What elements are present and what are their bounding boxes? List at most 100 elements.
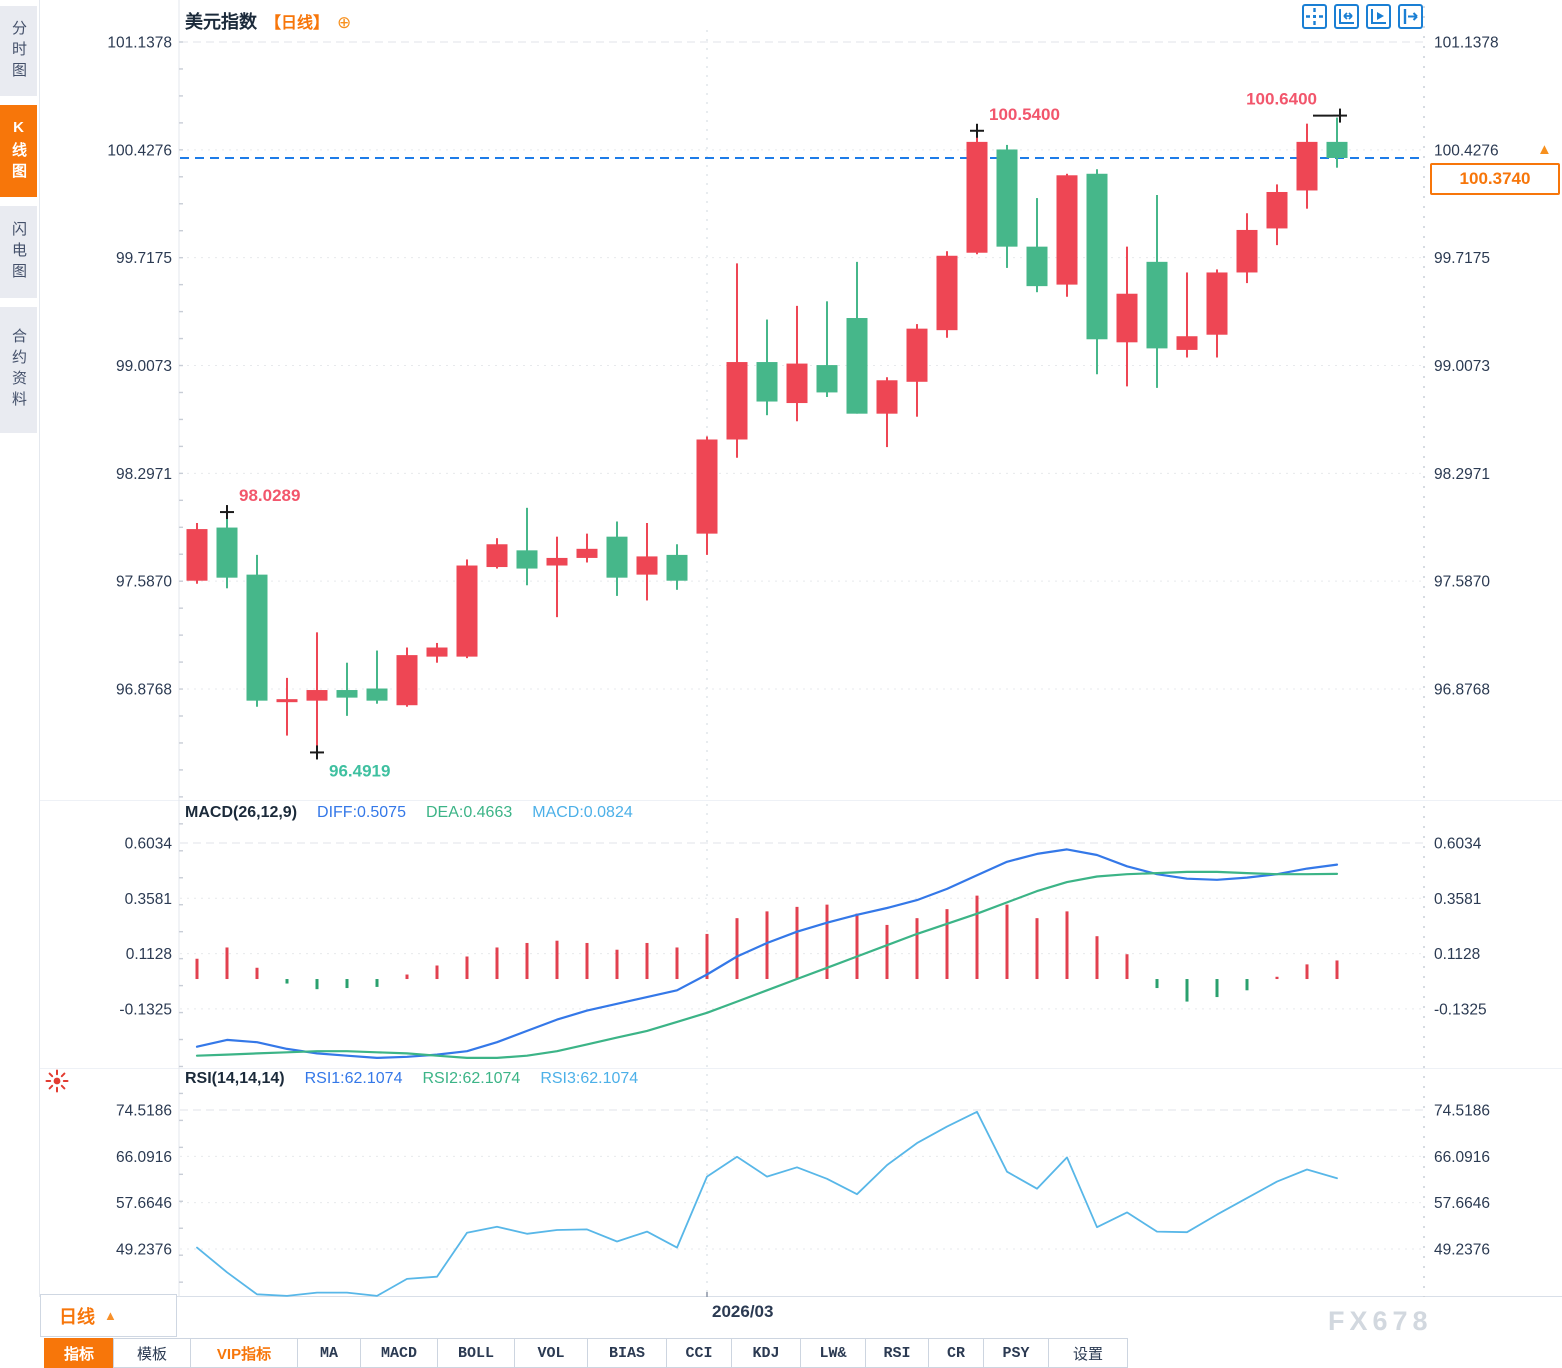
macd-dea-line [195, 870, 1339, 1060]
live-indicator-icon [44, 1068, 70, 1094]
sidebar-tab-2[interactable]: K线图 [0, 105, 37, 197]
extreme-price-label: 98.0289 [239, 486, 300, 505]
candle-body [456, 565, 478, 657]
main-pane-axis-label-left: 98.2971 [116, 466, 172, 483]
period-selector[interactable]: 日线 ▲ [40, 1294, 177, 1337]
toolbar-tab-指标[interactable]: 指标 [44, 1338, 114, 1368]
candle-body [636, 556, 658, 575]
candle-body [666, 554, 688, 581]
candle-body [396, 655, 418, 706]
candle-body [216, 527, 238, 578]
macd-pane-axis-label-right: 0.6034 [1434, 836, 1482, 853]
macd-pane-axis-label-left: 0.6034 [125, 836, 173, 853]
indicator-toolbar: 指标 模板 VIP指标 MA MACD BOLL VOL BIAS CCI KDJ LW& RSI CR… [0, 1338, 1562, 1368]
candle-body [1236, 229, 1258, 273]
toolbar-tab-vol[interactable]: VOL [514, 1338, 588, 1368]
toolbar-tab-ma[interactable]: MA [297, 1338, 361, 1368]
rsi-pane-axis-label-left: 57.6646 [116, 1195, 172, 1212]
candle-body [1086, 173, 1108, 340]
price-up-arrow-icon: ▲ [1537, 141, 1552, 158]
chevron-up-icon: ▲ [104, 1308, 117, 1323]
toolbar-tab-lw&[interactable]: LW& [800, 1338, 866, 1368]
sidebar-tab-4[interactable]: 合约资料 [0, 307, 37, 433]
main-pane-axis-label-left: 99.0073 [116, 358, 172, 375]
candle-body [516, 550, 538, 569]
sidebar-tab-1[interactable]: 分时图 [0, 6, 37, 96]
main-pane-axis-label-right: 96.8768 [1434, 682, 1490, 699]
toolbar-tab-macd[interactable]: MACD [360, 1338, 438, 1368]
main-pane-axis-label-left: 97.5870 [116, 574, 172, 591]
macd-pane-axis-label-left: -0.1325 [119, 1001, 172, 1018]
main-pane-axis-label-right: 97.5870 [1434, 574, 1490, 591]
candle-body [366, 688, 388, 701]
axis-month-label: 2026/03 [712, 1302, 774, 1321]
candle-body [1326, 141, 1348, 158]
main-pane-axis-label-left: 101.1378 [107, 35, 172, 52]
candle-body [1116, 293, 1138, 343]
main-pane-axis-label-right: 99.0073 [1434, 358, 1490, 375]
candle-body [1206, 272, 1228, 335]
candle-body [546, 557, 568, 566]
last-price-tag: 100.3740 [1430, 163, 1560, 195]
rsi-pane-axis-label-right: 49.2376 [1434, 1242, 1490, 1259]
rsi-pane-axis-label-left: 74.5186 [116, 1103, 172, 1120]
rsi-pane-axis-label-left: 49.2376 [116, 1242, 172, 1259]
candle-body [846, 318, 868, 414]
toolbar-tab-模板[interactable]: 模板 [113, 1338, 191, 1368]
candle-body [726, 362, 748, 440]
exit-right-icon[interactable] [1398, 4, 1423, 29]
main-pane-axis-label-left: 96.8768 [116, 682, 172, 699]
rsi-pane-axis-label-right: 57.6646 [1434, 1195, 1490, 1212]
candle-body [606, 536, 628, 578]
time-axis-strip: 日线 ▲ 2026/03 FX678 [0, 1294, 1562, 1338]
candle-body [1266, 191, 1288, 229]
candle-body [276, 699, 298, 703]
toolbar-tab-cci[interactable]: CCI [666, 1338, 732, 1368]
rsi-series [196, 1110, 1338, 1297]
candle-body [576, 548, 598, 558]
toolbar-tab-bias[interactable]: BIAS [587, 1338, 667, 1368]
candle-body [426, 647, 448, 657]
macd-diff-line [195, 848, 1339, 1060]
axis-play-icon[interactable] [1366, 4, 1391, 29]
toolbar-tab-boll[interactable]: BOLL [437, 1338, 515, 1368]
candle-body [1176, 336, 1198, 350]
extreme-price-label: 100.6400 [1246, 90, 1317, 109]
toolbar-tab-vip指标[interactable]: VIP指标 [190, 1338, 298, 1368]
candle-body [936, 255, 958, 331]
macd-pane-axis-label-right: 0.1128 [1434, 946, 1480, 963]
brand-watermark: FX678 [1328, 1306, 1433, 1336]
period-selector-label: 日线 [59, 1306, 95, 1327]
sidebar-tab-3[interactable]: 闪电图 [0, 206, 37, 298]
circle-plus-icon[interactable]: ⊕ [337, 13, 352, 32]
toolbar-tab-kdj[interactable]: KDJ [731, 1338, 801, 1368]
axis-scale-icon[interactable] [1334, 4, 1359, 29]
candle-body [1146, 261, 1168, 349]
candle-body [876, 380, 898, 414]
chart-canvas[interactable]: 101.1378 101.1378 100.4276 100.4276 99.7175 9… [0, 0, 1562, 1297]
macd-pane-axis-label-right: 0.3581 [1434, 891, 1481, 908]
toolbar-tab-设置[interactable]: 设置 [1048, 1338, 1128, 1368]
candle-body [696, 439, 718, 534]
toolbar-tab-cr[interactable]: CR [928, 1338, 984, 1368]
candle-body [816, 365, 838, 393]
candle-body [786, 363, 808, 404]
candle-body [966, 141, 988, 253]
candle-body [186, 529, 208, 581]
sidebar: 分时图 K线图闪电图合约资料 [0, 0, 40, 1297]
candle-body [246, 574, 268, 701]
candle-body [486, 544, 508, 568]
pan-icon[interactable] [1302, 4, 1327, 29]
extreme-price-label: 96.4919 [329, 761, 390, 780]
rsi-pane-axis-label-right: 74.5186 [1434, 1103, 1490, 1120]
candlestick-series [186, 117, 1348, 748]
main-pane-axis-label-right: 100.4276 [1434, 142, 1499, 159]
symbol-title: 美元指数 [185, 12, 257, 32]
toolbar-tab-psy[interactable]: PSY [983, 1338, 1049, 1368]
main-pane-axis-label-right: 99.7175 [1434, 250, 1490, 267]
toolbar-tab-rsi[interactable]: RSI [865, 1338, 929, 1368]
candle-body [996, 149, 1018, 247]
candle-body [1056, 175, 1078, 285]
main-pane-axis-label-right: 98.2971 [1434, 466, 1490, 483]
